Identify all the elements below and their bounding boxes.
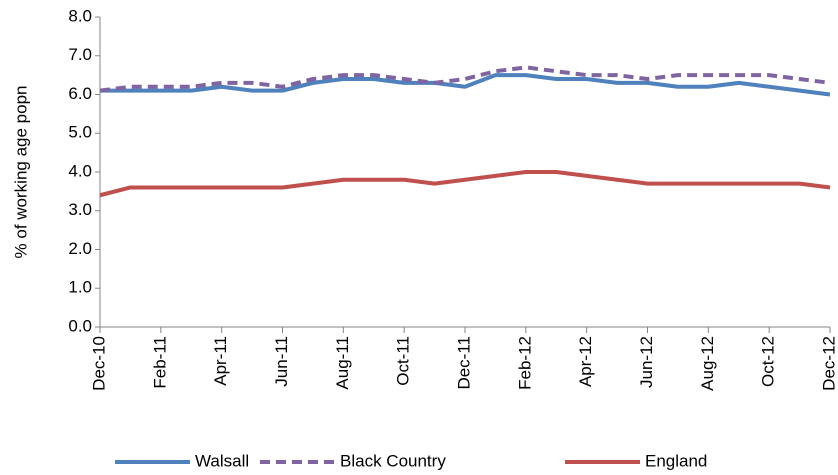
x-tick-label: Feb-11: [150, 336, 169, 389]
x-tick-label: Aug-11: [333, 336, 352, 390]
x-tick-label: Aug-12: [698, 336, 717, 391]
y-tick-label: 4.0: [68, 161, 92, 180]
y-tick-label: 1.0: [68, 278, 92, 297]
y-tick-label: 8.0: [68, 6, 92, 25]
y-tick-label: 6.0: [68, 84, 92, 103]
y-tick-label: 2.0: [68, 239, 92, 258]
x-tick-label: Dec-11: [454, 336, 473, 390]
x-tick-label: Jun-12: [637, 336, 656, 388]
legend-label: England: [645, 451, 707, 470]
x-tick-label: Dec-10: [89, 336, 108, 391]
x-tick-label: Jun-11: [272, 336, 291, 387]
series-line: [99, 170, 831, 198]
x-tick-label: Apr-12: [576, 336, 595, 387]
x-tick-label: Dec-12: [819, 336, 838, 391]
y-tick-label: 0.0: [68, 316, 92, 335]
y-tick-label: 3.0: [68, 200, 92, 219]
legend-label: Walsall: [195, 451, 249, 470]
x-tick-label: Feb-12: [515, 336, 534, 390]
y-tick-label: 5.0: [68, 123, 92, 142]
x-tick-label: Oct-11: [394, 336, 413, 386]
legend-label: Black Country: [340, 451, 446, 470]
x-tick-label: Apr-11: [211, 336, 230, 386]
series-line: [100, 73, 831, 97]
y-tick-label: 7.0: [68, 45, 92, 64]
x-tick-label: Oct-12: [759, 336, 778, 387]
series-line: [99, 65, 831, 93]
y-axis-label: % of working age popn: [11, 86, 30, 259]
